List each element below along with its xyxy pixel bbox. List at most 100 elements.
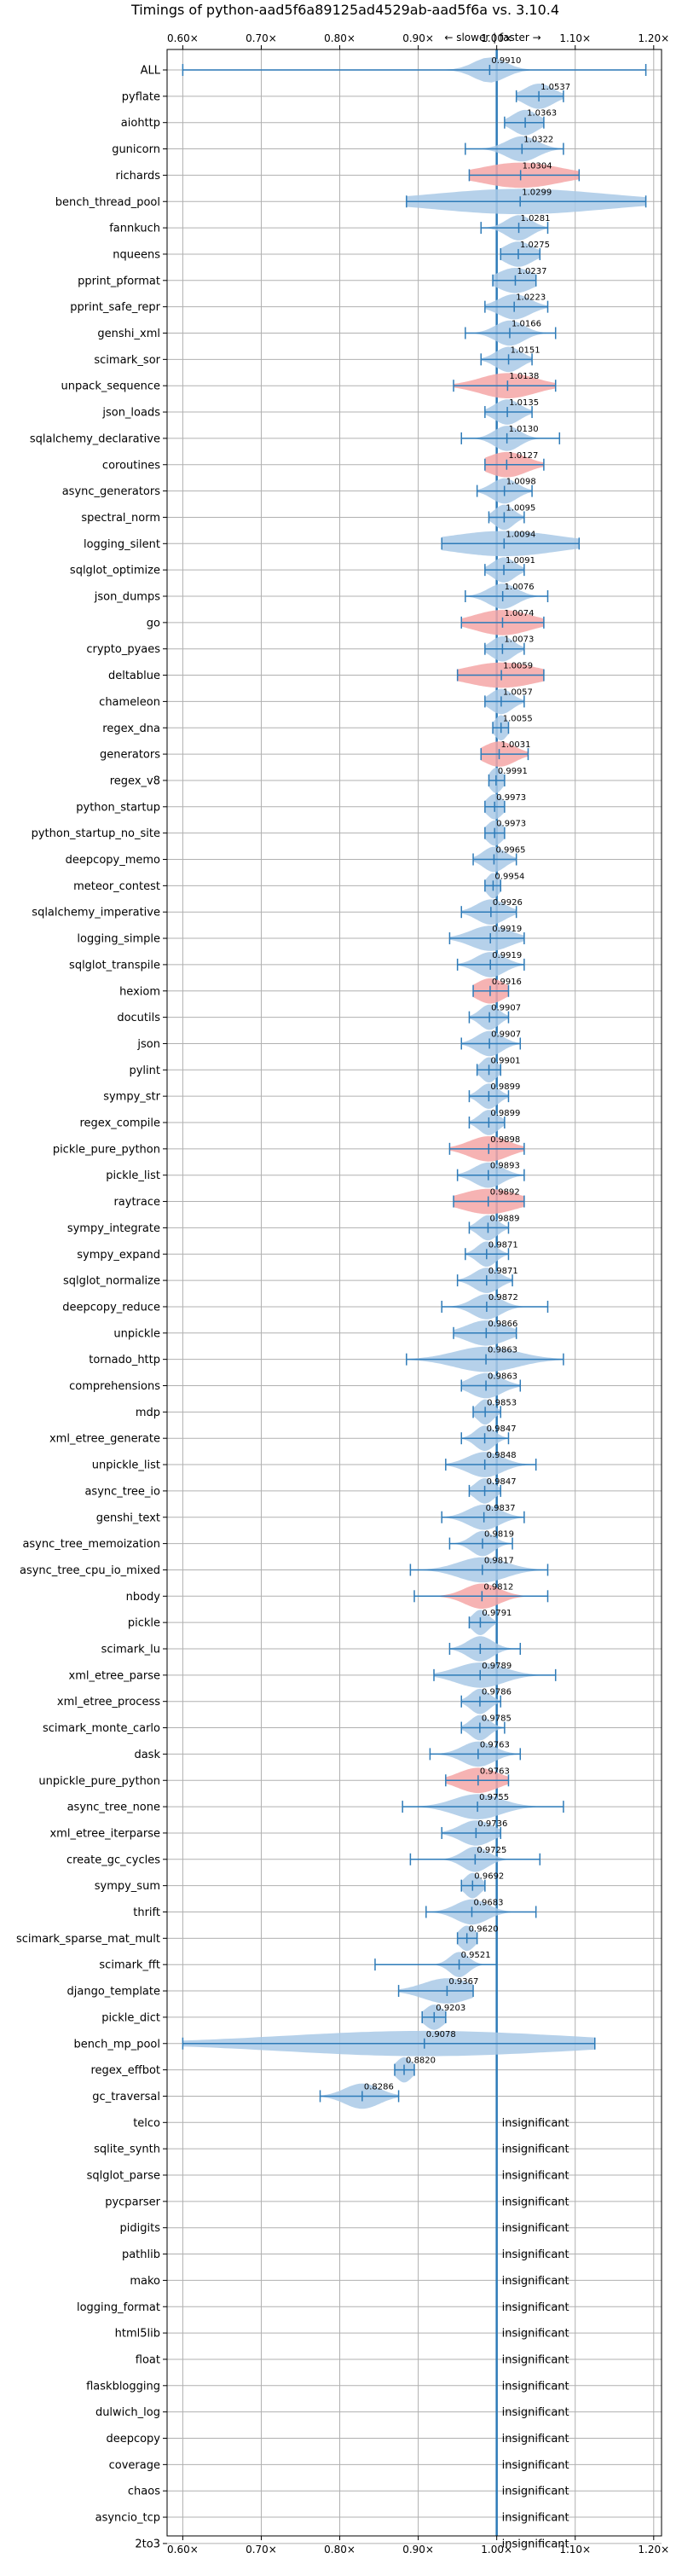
value-label-mdp: 0.9853 [487, 1398, 517, 1407]
value-label-nbody: 0.9812 [483, 1582, 513, 1592]
value-label-generators: 1.0031 [501, 740, 531, 750]
benchmark-label-regex-effbot: regex_effbot [90, 2064, 160, 2077]
chart-title: Timings of python-aad5f6a89125ad4529ab-a… [130, 2, 559, 18]
insignificant-note-asyncio-tcp: insignificant [502, 2512, 569, 2525]
benchmark-label-go: go [147, 617, 160, 629]
value-label-xml-etree-generate: 0.9847 [487, 1424, 517, 1434]
value-label-genshi-text: 0.9837 [486, 1504, 516, 1513]
x-tick-label-bottom: 1.00× [481, 2544, 512, 2556]
value-label-logging-simple: 0.9919 [492, 925, 522, 934]
value-label-sympy-str: 0.9899 [490, 1082, 520, 1092]
benchmark-label-logging-format: logging_format [77, 2301, 160, 2314]
benchmark-label-logging-simple: logging_simple [77, 933, 160, 946]
value-label-hexiom: 0.9916 [492, 978, 522, 987]
benchmark-label-pprint-pformat: pprint_pformat [78, 275, 160, 287]
value-label-docutils: 0.9907 [491, 1004, 521, 1013]
value-label-unpickle: 0.9866 [488, 1320, 517, 1329]
value-label-scimark-sor: 1.0151 [511, 345, 540, 355]
value-label-regex-compile: 0.9899 [490, 1109, 520, 1118]
x-tick-label-bottom: 1.10× [559, 2544, 591, 2556]
value-label-python-startup-no-site: 0.9973 [496, 820, 526, 829]
value-label-pickle-pure-python: 0.9898 [490, 1135, 520, 1145]
benchmark-label-async-tree-memoization: async_tree_memoization [22, 1538, 160, 1551]
insignificant-note-dulwich-log: insignificant [502, 2406, 569, 2419]
benchmark-label-pathlib: pathlib [122, 2248, 160, 2261]
benchmark-label-mdp: mdp [136, 1407, 160, 1419]
benchmark-label-mako: mako [130, 2275, 160, 2288]
benchmark-label-all: ALL [141, 65, 161, 78]
benchmark-label-async-tree-io: async_tree_io [84, 1485, 160, 1498]
x-axis-top: 0.60× 0.70× 0.80× 0.90× 1.00× 1.10× 1.20× [167, 32, 669, 49]
value-label-async-generators: 1.0098 [506, 478, 536, 487]
value-label-go: 1.0074 [504, 609, 534, 618]
value-label-pickle: 0.9791 [482, 1609, 512, 1618]
value-label-regex-dna: 1.0055 [503, 714, 533, 723]
benchmark-label-unpickle-list: unpickle_list [92, 1459, 160, 1472]
value-label-bench-thread-pool: 1.0299 [522, 188, 552, 197]
x-tick-label-top: 0.80× [324, 32, 355, 44]
benchmark-label-json-loads: json_loads [101, 407, 160, 420]
x-tick-label-top: 1.10× [559, 32, 591, 44]
benchmark-label-float: float [136, 2353, 160, 2366]
benchmark-label-chameleon: chameleon [99, 696, 160, 709]
value-label-django-template: 0.9367 [448, 1977, 478, 1987]
value-label-sympy-expand: 0.9871 [488, 1240, 518, 1250]
x-tick-label-bottom: 0.70× [246, 2544, 277, 2556]
benchmark-label-deltablue: deltablue [108, 670, 160, 682]
value-label-comprehensions: 0.9863 [488, 1372, 517, 1382]
benchmark-label-html5lib: html5lib [115, 2328, 160, 2341]
benchmark-label-regex-v8: regex_v8 [110, 775, 160, 787]
violin-layer [182, 49, 647, 2536]
x-tick-label-bottom: 0.60× [167, 2544, 199, 2556]
benchmark-label-pylint: pylint [129, 1065, 160, 1077]
x-tick-label-top: 1.00× [481, 32, 512, 44]
value-label-tornado-http: 0.9863 [488, 1346, 517, 1355]
insignificant-note-2to3: insignificant [502, 2538, 569, 2550]
benchmark-label-sqlalchemy-declarative: sqlalchemy_declarative [30, 432, 160, 445]
benchmark-label-dulwich-log: dulwich_log [95, 2406, 160, 2419]
benchmark-label-chaos: chaos [128, 2486, 160, 2498]
value-label-logging-silent: 1.0094 [506, 530, 535, 539]
value-label-regex-v8: 0.9991 [498, 767, 528, 776]
benchmark-label-django-template: django_template [67, 1986, 160, 1999]
insignificant-note-deepcopy: insignificant [502, 2433, 569, 2445]
value-label-sqlglot-optimize: 1.0091 [506, 556, 535, 566]
benchmark-label-pycparser: pycparser [105, 2196, 160, 2208]
benchmark-label-async-tree-none: async_tree_none [67, 1801, 160, 1814]
benchmark-label-python-startup-no-site: python_startup_no_site [32, 827, 160, 840]
x-tick-label-bottom: 0.90× [402, 2544, 434, 2556]
value-label-regex-effbot: 0.8820 [406, 2057, 436, 2066]
value-label-raytrace: 0.9892 [490, 1188, 520, 1198]
benchmark-label-json: json [136, 1038, 160, 1051]
x-tick-label-top: 0.60× [167, 32, 199, 44]
benchmark-label-sqlglot-parse: sqlglot_parse [87, 2170, 160, 2183]
benchmark-label-asyncio-tcp: asyncio_tcp [95, 2512, 160, 2525]
benchmark-label-pickle: pickle [128, 1617, 160, 1630]
value-label-scimark-monte-carlo: 0.9785 [482, 1714, 512, 1724]
benchmark-label-python-startup: python_startup [76, 801, 160, 814]
value-label-xml-etree-parse: 0.9789 [482, 1662, 512, 1671]
value-label-sqlglot-transpile: 0.9919 [492, 951, 522, 960]
benchmark-label-xml-etree-parse: xml_etree_parse [69, 1669, 160, 1682]
benchmark-label-gunicorn: gunicorn [112, 143, 160, 156]
x-tick-label-top: 0.90× [402, 32, 434, 44]
benchmark-label-sympy-integrate: sympy_integrate [67, 1222, 160, 1235]
value-label-dask: 0.9763 [480, 1740, 510, 1749]
insignificant-note-sqlglot-parse: insignificant [502, 2170, 569, 2183]
benchmark-label-pidigits: pidigits [120, 2222, 161, 2235]
value-label-pickle-dict: 0.9203 [436, 2004, 465, 2013]
value-label-aiohttp: 1.0363 [527, 109, 557, 119]
x-tick-label-top: 0.70× [246, 32, 277, 44]
benchmark-label-aiohttp: aiohttp [121, 117, 160, 130]
benchmark-label-dask: dask [134, 1749, 160, 1761]
benchmark-label-sqlglot-transpile: sqlglot_transpile [69, 959, 160, 972]
value-label-deepcopy-reduce: 0.9872 [488, 1293, 518, 1303]
x-tick-label-top: 1.20× [638, 32, 669, 44]
value-label-async-tree-io: 0.9847 [487, 1477, 517, 1487]
benchmark-label-unpickle-pure-python: unpickle_pure_python [38, 1775, 160, 1788]
value-label-async-tree-none: 0.9755 [479, 1793, 509, 1802]
value-label-create-gc-cycles: 0.9725 [477, 1846, 506, 1855]
value-label-unpack-sequence: 1.0138 [509, 372, 539, 381]
